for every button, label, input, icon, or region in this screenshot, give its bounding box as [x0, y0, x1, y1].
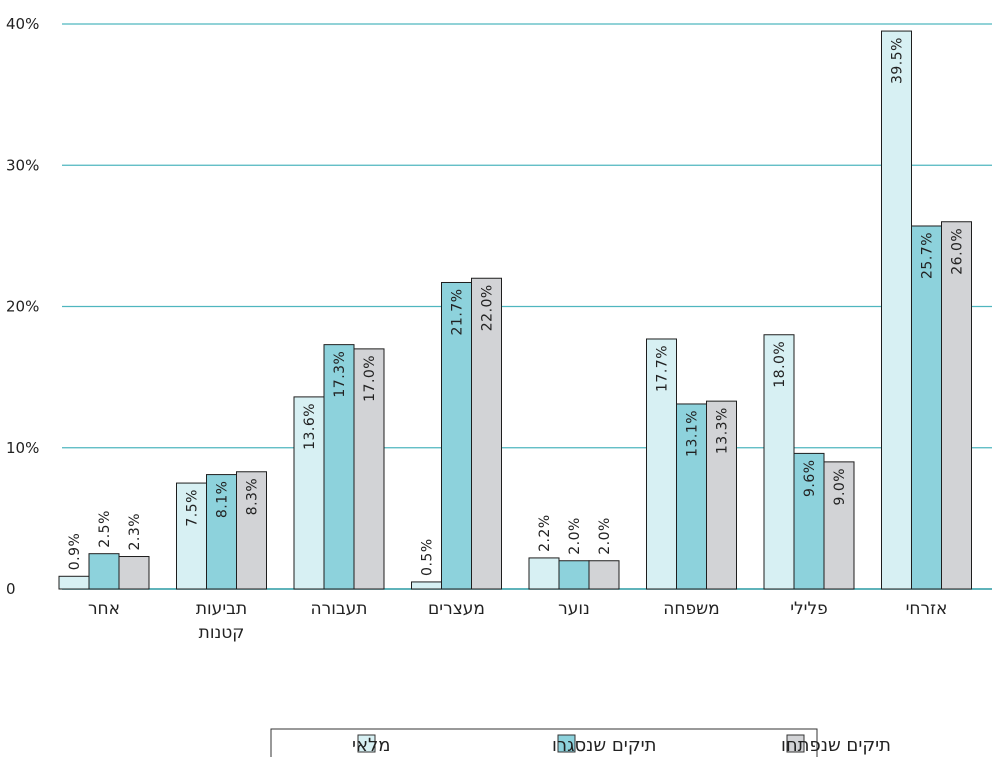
bar: [411, 581, 442, 590]
data-label: 21.7%: [450, 288, 466, 335]
legend-label: מלאי: [352, 735, 391, 756]
x-category-label: נוער: [558, 599, 590, 619]
legend-swatch: [357, 734, 376, 753]
bar: [528, 557, 560, 590]
x-category-label: תביעות: [196, 599, 247, 619]
bar: [58, 575, 90, 590]
y-tick-label: 20%: [6, 298, 39, 316]
bar: [558, 560, 590, 590]
bars: [58, 30, 972, 590]
bar: [676, 403, 707, 590]
data-label: 22.0%: [480, 284, 496, 331]
legend: מלאי תיקים שנסגרו תיקים שנפתחו: [270, 728, 891, 757]
bar: [88, 553, 120, 590]
data-label: 17.3%: [332, 351, 348, 398]
data-labels: 0.9% 2.5% 2.3% 7.5% 8.1% 8.3% 13.6% 17.3% 17.0% 0…: [67, 37, 966, 576]
bar: [236, 471, 267, 590]
x-category-label: פלילי: [790, 599, 828, 619]
legend-label: תיקים שנפתחו: [781, 735, 891, 756]
bar: [881, 30, 912, 590]
x-axis-categories: אחר תביעות קטנות תעבורה מעצרים נוער משפחה פלילי…: [88, 599, 947, 643]
data-label: 2.0%: [567, 517, 583, 555]
bar: [763, 334, 795, 590]
legend-swatch: [786, 734, 805, 753]
data-label: 0.9%: [67, 533, 83, 571]
data-label: 13.1%: [685, 410, 701, 457]
bar: [293, 396, 325, 590]
data-label: 2.3%: [127, 513, 143, 551]
bar: [323, 344, 355, 590]
data-label: 17.7%: [655, 345, 671, 392]
data-label: 18.0%: [772, 341, 788, 388]
data-label: 8.1%: [215, 481, 231, 519]
data-label: 0.5%: [420, 538, 436, 576]
data-label: 2.0%: [597, 517, 613, 555]
bar: [911, 225, 942, 590]
data-label: 2.2%: [537, 514, 553, 552]
x-category-label: מעצרים: [428, 599, 485, 619]
bar: [118, 556, 150, 590]
x-category-label: קטנות: [199, 623, 245, 643]
data-label: 9.0%: [832, 468, 848, 506]
y-tick-label: 30%: [6, 156, 39, 174]
y-tick-label: 0: [6, 580, 16, 598]
y-tick-label: 10%: [6, 439, 39, 457]
x-category-label: אזרחי: [906, 599, 948, 619]
data-label: 2.5%: [97, 510, 113, 548]
y-tick-label: 40%: [6, 15, 39, 33]
legend-swatch: [557, 734, 576, 753]
bar: [441, 281, 472, 590]
bar: [471, 277, 502, 590]
x-category-label: אחר: [88, 599, 120, 619]
data-label: 17.0%: [362, 355, 378, 402]
data-label: 25.7%: [920, 232, 936, 279]
bar: [823, 461, 855, 590]
data-label: 13.3%: [715, 407, 731, 454]
data-label: 8.3%: [245, 478, 261, 516]
data-label: 26.0%: [950, 228, 966, 275]
bar: [793, 452, 825, 590]
data-label: 13.6%: [302, 403, 318, 450]
bar: [646, 338, 677, 590]
data-label: 7.5%: [185, 489, 201, 527]
bar: [353, 348, 385, 590]
data-label: 39.5%: [890, 37, 906, 84]
bar: [588, 560, 620, 590]
legend-label: תיקים שנסגרו: [552, 735, 656, 756]
y-axis-ticks: 0 10% 20% 30% 40%: [6, 15, 39, 598]
bar: [706, 400, 737, 590]
data-label: 9.6%: [802, 459, 818, 497]
bar: [941, 221, 972, 590]
x-category-label: משפחה: [663, 599, 719, 619]
x-category-label: תעבורה: [311, 599, 368, 619]
